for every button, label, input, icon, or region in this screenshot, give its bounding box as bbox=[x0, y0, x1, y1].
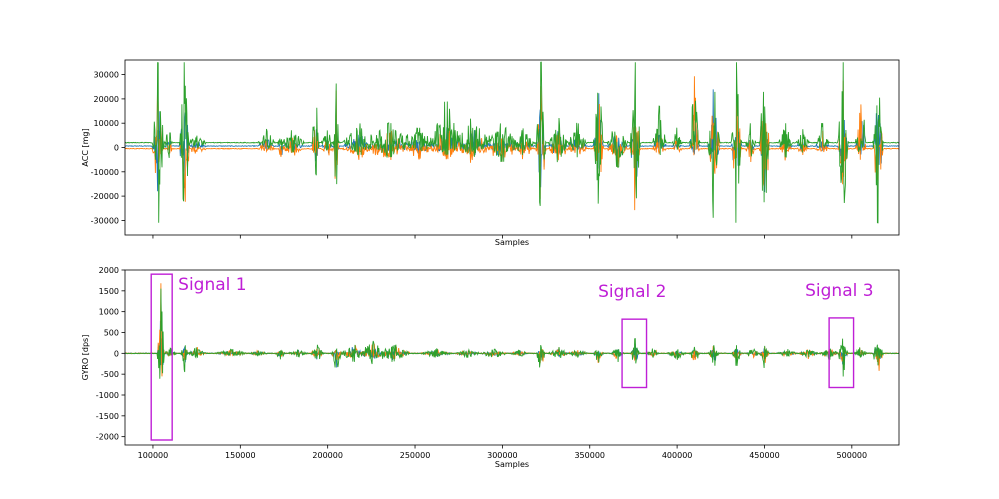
gyro-x-axis-label: Samples bbox=[495, 460, 529, 469]
signal-1-box bbox=[150, 273, 173, 441]
gyro-panel: 2000 1500 1000 500 0 -500 -1000 -1500 -2000 1000… bbox=[81, 266, 900, 469]
acc-x-ticks bbox=[152, 235, 853, 239]
gyro-x-tick-label: 500000 bbox=[837, 451, 868, 460]
acc-panel: 30000 20000 10000 0 -10000 -20000 -30000 ACC [… bbox=[81, 59, 900, 247]
signal-3-label: Signal 3 bbox=[805, 281, 873, 301]
gyro-y-tick-label: 2000 bbox=[99, 266, 119, 275]
acc-series-2-line bbox=[125, 76, 899, 211]
acc-y-tick-label: -30000 bbox=[91, 216, 119, 225]
gyro-x-tick-label: 150000 bbox=[225, 451, 256, 460]
acc-y-tick-label: 30000 bbox=[94, 71, 119, 80]
gyro-axes-frame bbox=[124, 269, 900, 446]
acc-y-tick-label: -10000 bbox=[91, 168, 119, 177]
acc-y-tick-label: -20000 bbox=[91, 192, 119, 201]
signal-annotations: Signal 1 Signal 2 Signal 3 bbox=[150, 273, 874, 441]
gyro-y-tick-label: 500 bbox=[104, 329, 119, 338]
signal-1-label: Signal 1 bbox=[178, 275, 246, 295]
acc-plot-area bbox=[125, 61, 899, 224]
acc-x-axis-label: Samples bbox=[495, 238, 529, 247]
gyro-x-tick-label: 200000 bbox=[312, 451, 343, 460]
gyro-y-axis-label: GYRO [dps] bbox=[81, 335, 90, 381]
gyro-y-tick-label: 1000 bbox=[99, 308, 119, 317]
gyro-y-tick-label: -1000 bbox=[96, 391, 119, 400]
gyro-y-tick-label: 0 bbox=[114, 349, 119, 358]
gyro-x-tick-label: 300000 bbox=[487, 451, 518, 460]
gyro-x-tick-label: 250000 bbox=[400, 451, 431, 460]
gyro-x-ticks: 100000 150000 200000 250000 300000 350000 4000… bbox=[138, 445, 867, 460]
gyro-y-tick-label: -500 bbox=[101, 370, 119, 379]
gyro-series-3-line bbox=[125, 288, 899, 379]
acc-y-tick-label: 10000 bbox=[94, 119, 119, 128]
gyro-plot-area bbox=[125, 283, 899, 379]
gyro-y-tick-label: -1500 bbox=[96, 412, 119, 421]
acc-y-ticks: 30000 20000 10000 0 -10000 -20000 -30000 bbox=[91, 71, 125, 225]
gyro-x-tick-label: 350000 bbox=[574, 451, 605, 460]
gyro-y-tick-label: -2000 bbox=[96, 433, 119, 442]
gyro-y-tick-label: 1500 bbox=[99, 287, 119, 296]
gyro-y-ticks: 2000 1500 1000 500 0 -500 -1000 -1500 -2000 bbox=[96, 266, 125, 442]
gyro-x-tick-label: 400000 bbox=[662, 451, 693, 460]
signal-2-label: Signal 2 bbox=[598, 282, 666, 302]
acc-y-axis-label: ACC [mg] bbox=[81, 128, 90, 166]
gyro-x-tick-label: 100000 bbox=[138, 451, 169, 460]
signal-3-box bbox=[828, 317, 855, 389]
acc-y-tick-label: 0 bbox=[114, 144, 119, 153]
acc-series-3-line bbox=[125, 61, 899, 224]
signal-2-box bbox=[621, 318, 648, 389]
acc-y-tick-label: 20000 bbox=[94, 95, 119, 104]
gyro-x-tick-label: 450000 bbox=[749, 451, 780, 460]
